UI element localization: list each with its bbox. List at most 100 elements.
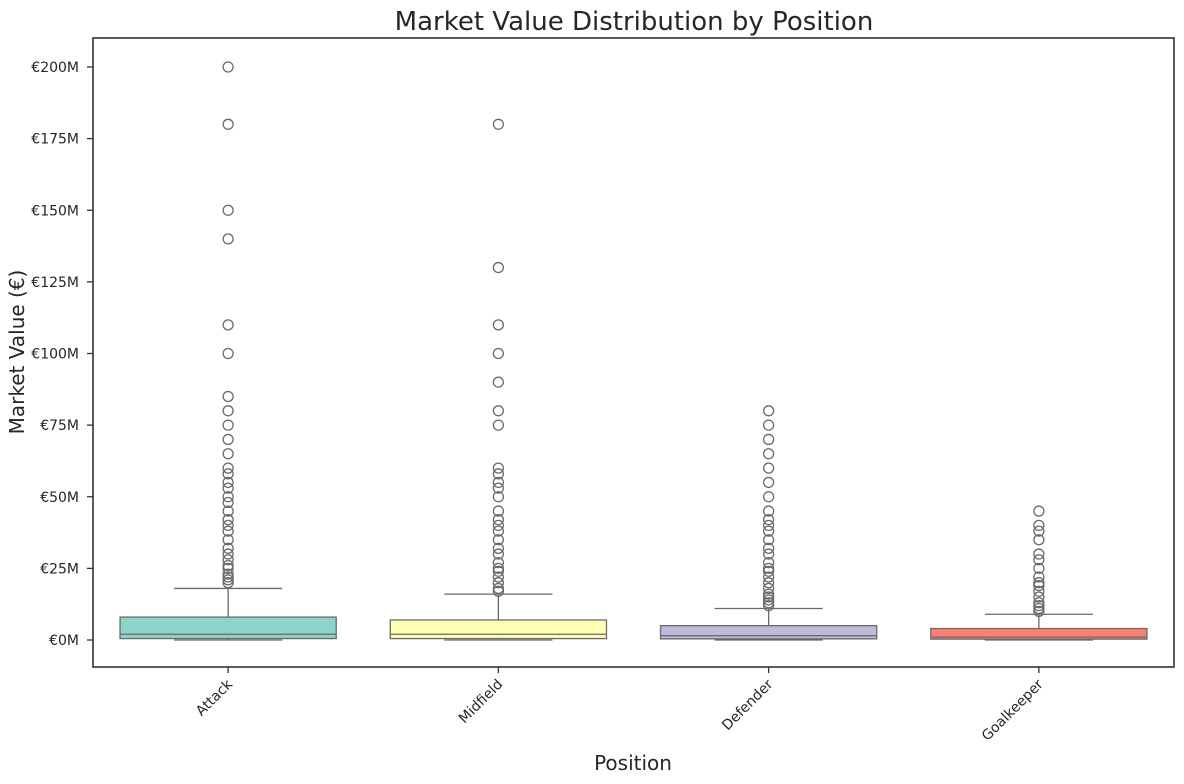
outlier-point — [222, 514, 234, 526]
outlier-point — [1033, 585, 1045, 597]
outlier-point — [492, 261, 505, 274]
outlier-point — [492, 585, 505, 597]
outlier-point — [492, 577, 505, 589]
outlier-point — [222, 405, 234, 417]
outlier-point — [222, 347, 234, 360]
outlier-point — [222, 482, 234, 494]
outlier-point — [222, 433, 234, 446]
outlier-point — [762, 599, 775, 612]
outlier-point — [1033, 562, 1045, 575]
outlier-point — [222, 542, 234, 554]
y-tick-label: €125M — [31, 275, 79, 291]
outlier-point — [1033, 525, 1045, 537]
outlier-point — [1033, 579, 1045, 592]
outlier-point — [222, 476, 234, 489]
x-axis-label: Position — [594, 751, 672, 775]
outlier-point — [762, 433, 775, 446]
outlier-point — [222, 548, 234, 560]
outlier-point — [222, 559, 234, 572]
plot-frame — [92, 37, 1175, 668]
outlier-point — [762, 577, 775, 589]
outlier-point — [762, 591, 775, 603]
y-tick-label: €100M — [31, 347, 79, 363]
outlier-point — [762, 542, 775, 554]
outlier-point — [1033, 571, 1045, 583]
outlier-point — [762, 582, 775, 595]
outlier-point — [762, 462, 775, 474]
outlier-point — [492, 514, 505, 526]
outlier-point — [492, 405, 505, 417]
y-tick-label: €50M — [40, 490, 79, 506]
outlier-point — [222, 462, 234, 474]
outlier-point — [1033, 534, 1045, 546]
outlier-point — [762, 405, 775, 417]
outlier-point — [492, 565, 505, 577]
outlier-point — [1033, 577, 1045, 589]
outlier-point — [222, 233, 234, 245]
outlier-point — [492, 419, 505, 431]
y-axis-label: Market Value (€) — [5, 270, 29, 435]
outlier-point — [1033, 554, 1045, 566]
y-tick-label: €0M — [49, 633, 79, 649]
outlier-point — [492, 525, 505, 537]
box-attack — [119, 616, 337, 640]
outlier-point — [222, 468, 234, 480]
outlier-point — [1033, 505, 1045, 517]
outlier-point — [222, 61, 234, 73]
outlier-point — [762, 448, 775, 460]
outlier-point — [1033, 548, 1045, 560]
outlier-point — [492, 376, 505, 388]
outlier-point — [1033, 602, 1045, 615]
outlier-point — [222, 419, 234, 431]
outlier-point — [762, 597, 775, 609]
outlier-point — [222, 577, 234, 589]
outlier-point — [762, 562, 775, 575]
outlier-point — [492, 548, 505, 560]
outlier-point — [492, 582, 505, 595]
outlier-point — [222, 390, 234, 403]
outlier-point — [492, 542, 505, 554]
outlier-point — [762, 565, 775, 577]
y-tick-label: €175M — [31, 132, 79, 148]
box-goalkeeper — [930, 627, 1148, 640]
outlier-point — [492, 468, 505, 480]
outlier-point — [222, 568, 234, 580]
outlier-point — [492, 118, 505, 130]
outlier-point — [762, 505, 775, 517]
outlier-point — [222, 554, 234, 566]
outlier-point — [222, 448, 234, 460]
outlier-point — [762, 519, 775, 532]
outlier-point — [222, 534, 234, 546]
outlier-point — [222, 319, 234, 331]
outlier-point — [762, 588, 775, 600]
outlier-point — [1033, 605, 1045, 617]
outlier-point — [492, 462, 505, 474]
outlier-point — [762, 594, 775, 606]
box-midfield — [389, 619, 608, 640]
outlier-point — [492, 562, 505, 575]
x-tick-label: Goalkeeper — [979, 676, 1047, 744]
outlier-point — [1033, 599, 1045, 612]
outlier-point — [222, 562, 234, 575]
outlier-point — [222, 118, 234, 130]
outlier-point — [762, 491, 775, 503]
outlier-point — [492, 491, 505, 503]
outlier-point — [492, 556, 505, 569]
outlier-point — [222, 496, 234, 509]
outlier-point — [222, 505, 234, 517]
chart-title: Market Value Distribution by Position — [395, 7, 874, 37]
outlier-point — [492, 482, 505, 494]
outlier-point — [222, 574, 234, 586]
outlier-point — [492, 534, 505, 546]
outlier-point — [762, 514, 775, 526]
outlier-point — [222, 204, 234, 216]
outlier-point — [222, 571, 234, 583]
outlier-point — [1033, 591, 1045, 603]
y-tick-label: €150M — [31, 203, 79, 219]
outlier-point — [492, 476, 505, 489]
outlier-point — [492, 347, 505, 360]
outlier-point — [492, 505, 505, 517]
outlier-point — [492, 319, 505, 331]
outlier-point — [762, 556, 775, 569]
box-defender — [659, 625, 878, 640]
